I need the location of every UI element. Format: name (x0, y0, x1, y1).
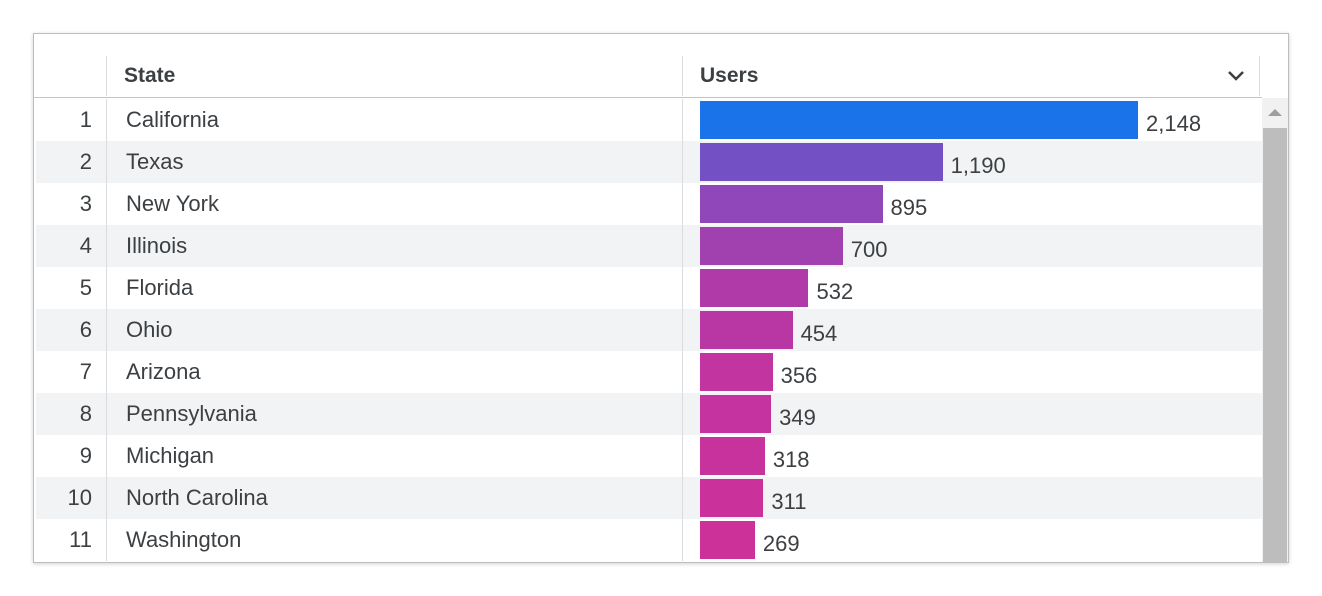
table-row: 10 North Carolina 311 (36, 477, 1262, 519)
data-bar (700, 311, 793, 349)
column-separator (682, 225, 683, 267)
column-separator (682, 351, 683, 393)
column-separator (106, 519, 107, 561)
state-name: North Carolina (126, 485, 268, 510)
table-row: 5 Florida 532 (36, 267, 1262, 309)
value-label: 269 (762, 531, 800, 556)
row-index: 9 (79, 443, 92, 468)
value-label: 356 (780, 363, 818, 388)
row-index: 5 (79, 275, 92, 300)
value-label: 318 (772, 447, 810, 472)
table-row: 1 California 2,148 (36, 99, 1262, 141)
row-index: 4 (79, 233, 92, 258)
row-index: 7 (79, 359, 92, 384)
data-bar (700, 227, 843, 265)
table-row: 3 New York 895 (36, 183, 1262, 225)
column-separator (106, 309, 107, 351)
state-name: Ohio (126, 317, 173, 342)
row-index: 6 (79, 317, 92, 342)
column-header[interactable]: State (124, 64, 176, 87)
data-bar (700, 437, 765, 475)
state-name: Pennsylvania (126, 401, 257, 426)
column-separator (682, 183, 683, 225)
value-label: 454 (800, 321, 838, 346)
data-bar (700, 395, 772, 433)
column-header[interactable]: Users (700, 64, 759, 87)
data-bar (700, 353, 773, 391)
state-name: Michigan (126, 443, 215, 468)
column-separator (106, 477, 107, 519)
column-separator (682, 141, 683, 183)
table: State Users 1 California 2,148 2 Texas 1,190 3… (33, 33, 1289, 563)
data-bar (700, 269, 809, 307)
table-row: 4 Illinois 700 (36, 225, 1262, 267)
column-separator (682, 519, 683, 561)
row-index: 1 (79, 107, 92, 132)
column-separator (682, 435, 683, 477)
table-row: 2 Texas 1,190 (36, 141, 1262, 183)
sort-chevron[interactable] (1226, 66, 1246, 86)
state-name: Washington (126, 527, 242, 552)
header-separator (682, 56, 683, 96)
scroll-up-arrow[interactable] (1268, 108, 1282, 118)
state-name: California (126, 107, 219, 132)
data-bar (700, 101, 1138, 139)
table-row: 9 Michigan 318 (36, 435, 1262, 477)
row-index: 2 (79, 149, 92, 174)
state-name: Florida (126, 275, 194, 300)
scroll-thumb[interactable] (1263, 128, 1287, 562)
table-row: 7 Arizona 356 (36, 351, 1262, 393)
state-name: Arizona (126, 359, 201, 384)
state-name: Texas (126, 149, 184, 174)
column-separator (106, 351, 107, 393)
column-separator (106, 267, 107, 309)
value-label: 1,190 (950, 153, 1006, 178)
column-separator (682, 309, 683, 351)
header-separator (106, 56, 107, 96)
column-separator (682, 477, 683, 519)
header-separator (1259, 56, 1260, 96)
table-row: 6 Ohio 454 (36, 309, 1262, 351)
column-separator (106, 225, 107, 267)
row-index: 11 (69, 527, 92, 552)
value-label: 700 (850, 237, 888, 262)
column-separator (106, 435, 107, 477)
column-separator (682, 99, 683, 141)
column-separator (106, 183, 107, 225)
data-bar (700, 185, 883, 223)
value-label: 532 (816, 279, 854, 304)
table-row: 8 Pennsylvania 349 (36, 393, 1262, 435)
data-bar (700, 479, 764, 517)
row-index: 3 (79, 191, 92, 216)
value-label: 2,148 (1146, 111, 1202, 136)
data-bar (700, 143, 943, 181)
value-label: 349 (779, 405, 816, 430)
value-label: 895 (890, 195, 928, 220)
table-row: 11 Washington 269 (36, 519, 1262, 561)
header-divider (34, 97, 1262, 98)
value-label: 311 (771, 489, 807, 514)
column-separator (682, 267, 683, 309)
column-separator (106, 99, 107, 141)
data-bar (700, 521, 755, 559)
column-separator (106, 141, 107, 183)
row-index: 8 (79, 401, 92, 426)
column-separator (106, 393, 107, 435)
scrollbar[interactable] (1262, 98, 1288, 562)
row-index: 10 (67, 485, 92, 510)
column-separator (682, 393, 683, 435)
state-name: Illinois (126, 233, 188, 258)
state-name: New York (126, 191, 219, 216)
